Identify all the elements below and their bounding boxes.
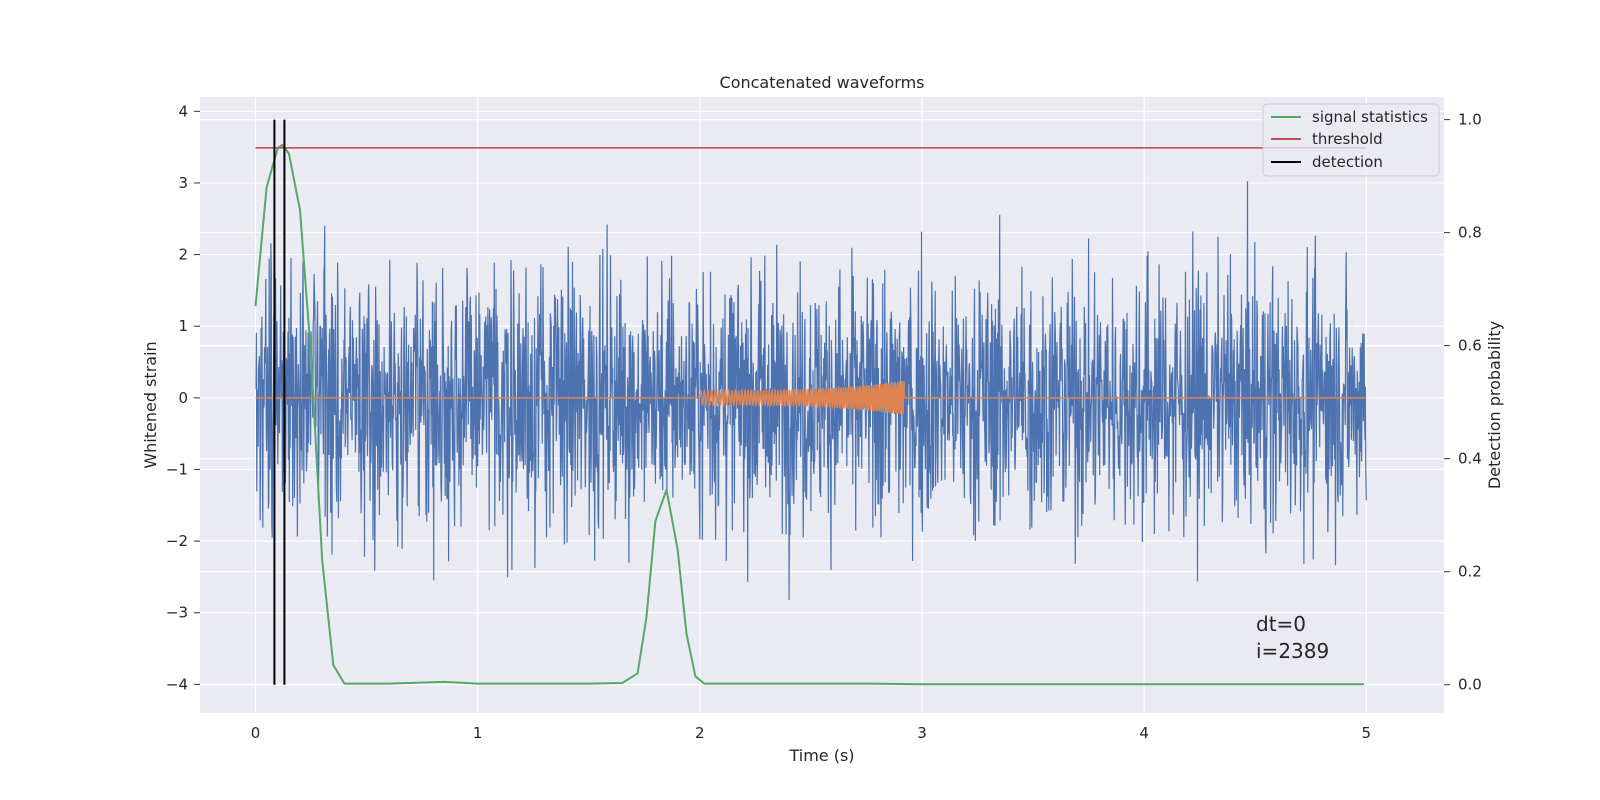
- legend-box: [1262, 103, 1440, 177]
- x-tick-labels: 0 1 2 3 4 5: [251, 724, 1371, 742]
- y-tick-label: 0: [178, 389, 188, 407]
- data-series: [254, 119, 1367, 686]
- legend: signal statistics threshold detection: [1262, 103, 1440, 177]
- y-right-tick-label: 0.8: [1458, 224, 1482, 242]
- y-right-tick-label: 1.0: [1458, 111, 1482, 129]
- annotation-index: i=2389: [1256, 639, 1329, 663]
- x-tick-label: 5: [1361, 724, 1371, 742]
- annotation-dt: dt=0: [1256, 612, 1306, 636]
- y-right-tick-label: 0.2: [1458, 563, 1482, 581]
- x-axis-label: Time (s): [788, 746, 854, 765]
- injected-waveform-line: [255, 380, 1367, 415]
- signal-statistics-line: [254, 144, 1364, 686]
- y-right-tick-label: 0.6: [1458, 337, 1482, 355]
- y-right-tick-labels: 0.0 0.2 0.4 0.6 0.8 1.0: [1444, 111, 1482, 694]
- y-tick-label: −2: [166, 532, 188, 550]
- chart-title: Concatenated waveforms: [720, 73, 925, 92]
- y-tick-label: −4: [166, 675, 188, 693]
- injected-waveform-series: [255, 380, 1367, 415]
- y-tick-labels: −4 −3 −2 −1 0 1 2 3 4: [166, 102, 200, 693]
- y-right-tick-label: 0.0: [1458, 676, 1482, 694]
- x-tick-label: 2: [695, 724, 705, 742]
- legend-label-threshold: threshold: [1312, 130, 1383, 148]
- y-axis-label: Whitened strain: [141, 341, 160, 468]
- legend-label-signal-statistics: signal statistics: [1312, 108, 1428, 126]
- x-tick-label: 1: [473, 724, 483, 742]
- x-tick-label: 4: [1139, 724, 1149, 742]
- y-tick-label: 4: [178, 102, 188, 120]
- y-tick-label: 2: [178, 246, 188, 264]
- y-tick-label: −3: [166, 604, 188, 622]
- legend-label-detection: detection: [1312, 153, 1383, 171]
- y-tick-label: −1: [166, 460, 188, 478]
- x-tick-label: 0: [251, 724, 261, 742]
- y-right-axis-label: Detection probability: [1485, 321, 1504, 489]
- y-tick-label: 1: [178, 317, 188, 335]
- y-right-tick-label: 0.4: [1458, 450, 1482, 468]
- x-tick-label: 3: [917, 724, 927, 742]
- y-tick-label: 3: [178, 174, 188, 192]
